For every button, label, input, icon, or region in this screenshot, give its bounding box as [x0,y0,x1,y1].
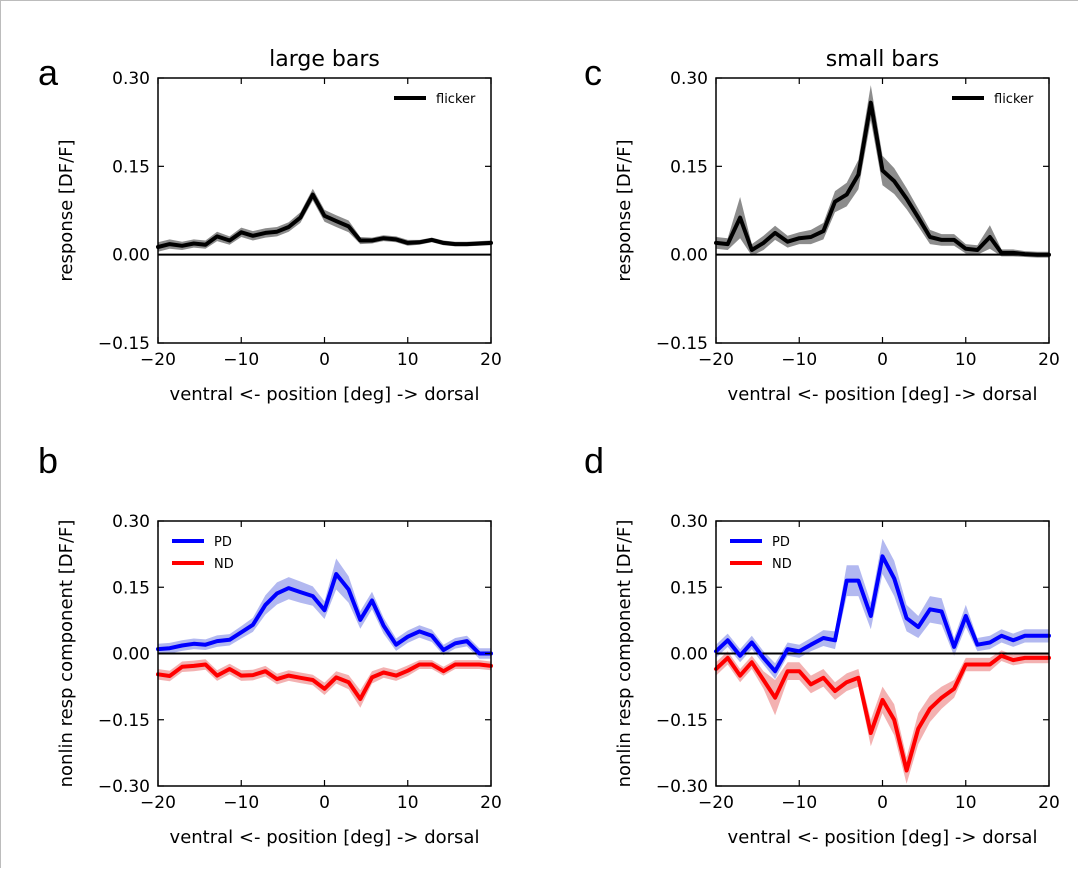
legend-label: flicker [436,92,476,107]
y-tick-label: 0.00 [670,246,708,266]
x-tick-label: 10 [955,793,977,813]
y-tick-label: 0.30 [112,69,150,89]
y-axis-label: response [DF/F] [614,139,635,281]
x-tick-label: 0 [319,793,330,813]
x-tick-label: 20 [1038,350,1060,370]
x-tick-label: −10 [781,350,817,370]
x-tick-label: 10 [397,350,419,370]
panel-a: a large bars −20 −10 0 10 20 −0.15 0.00 0.15 0.30 v… [38,47,502,405]
x-tick-label: −10 [223,793,259,813]
y-tick-label: 0.15 [670,157,708,177]
y-tick-label: 0.00 [112,645,150,665]
y-tick-label: 0.30 [670,69,708,89]
panel-d: d −20 −10 0 10 20 −0.30 −0.15 0.00 0.15 0.30 ventra… [584,440,1060,848]
panel-letter: b [38,440,58,481]
x-tick-label: 0 [319,350,330,370]
y-tick-label: −0.15 [656,711,708,731]
series-line-flicker [156,192,493,249]
y-tick-label: −0.15 [656,334,708,354]
x-axis-label: ventral <- position [deg] -> dorsal [170,384,480,405]
legend-label: ND [214,557,234,572]
series-line-pd [714,554,1051,674]
legend-label: PD [772,535,790,550]
error-band-flicker [158,188,491,252]
panel-c: c small bars −20 −10 0 10 20 −0.15 0.00 0.15 0.30 v… [584,47,1060,405]
y-tick-label: 0.30 [112,512,150,532]
x-tick-label: −20 [140,793,176,813]
series-line-nd [156,662,493,701]
series-line-flicker [714,100,1051,257]
y-tick-label: −0.15 [98,711,150,731]
x-tick-label: −10 [223,350,259,370]
error-band-pd [716,538,1049,680]
x-tick-label: 10 [955,350,977,370]
series-line-pd [156,572,493,656]
legend-label: flicker [994,92,1034,107]
y-tick-label: −0.30 [98,777,150,797]
y-axis-label: nonlin resp component [DF/F] [614,520,635,788]
y-tick-label: −0.30 [656,777,708,797]
x-tick-label: −10 [781,793,817,813]
x-tick-label: 0 [877,793,888,813]
legend-label: PD [214,535,232,550]
x-tick-label: 0 [877,350,888,370]
y-tick-label: 0.00 [670,645,708,665]
x-tick-label: 20 [1038,793,1060,813]
y-tick-label: 0.30 [670,512,708,532]
legend-label: ND [772,557,792,572]
y-tick-label: 0.00 [112,246,150,266]
x-axis-label: ventral <- position [deg] -> dorsal [170,827,480,848]
y-tick-label: 0.15 [112,578,150,598]
x-tick-label: 10 [397,793,419,813]
error-band-nd [716,650,1049,784]
x-tick-label: 20 [480,350,502,370]
y-tick-label: 0.15 [112,157,150,177]
axes-frame [715,77,1050,344]
x-tick-label: −20 [140,350,176,370]
panel-b: b −20 −10 0 10 20 −0.30 −0.15 0.00 0.15 0.30 ventra… [38,440,502,848]
series-line-nd [714,653,1051,773]
y-axis-label: response [DF/F] [56,139,77,281]
y-tick-label: −0.15 [98,334,150,354]
x-tick-label: 20 [480,793,502,813]
x-tick-label: −20 [698,793,734,813]
panel-letter: c [584,52,602,93]
chart-title: small bars [826,47,940,72]
x-tick-label: −20 [698,350,734,370]
x-axis-label: ventral <- position [deg] -> dorsal [728,827,1038,848]
panel-letter: a [38,52,59,93]
y-axis-label: nonlin resp component [DF/F] [56,520,77,788]
y-tick-label: 0.15 [670,578,708,598]
chart-title: large bars [269,47,380,72]
x-axis-label: ventral <- position [deg] -> dorsal [728,384,1038,405]
panel-letter: d [584,440,604,481]
